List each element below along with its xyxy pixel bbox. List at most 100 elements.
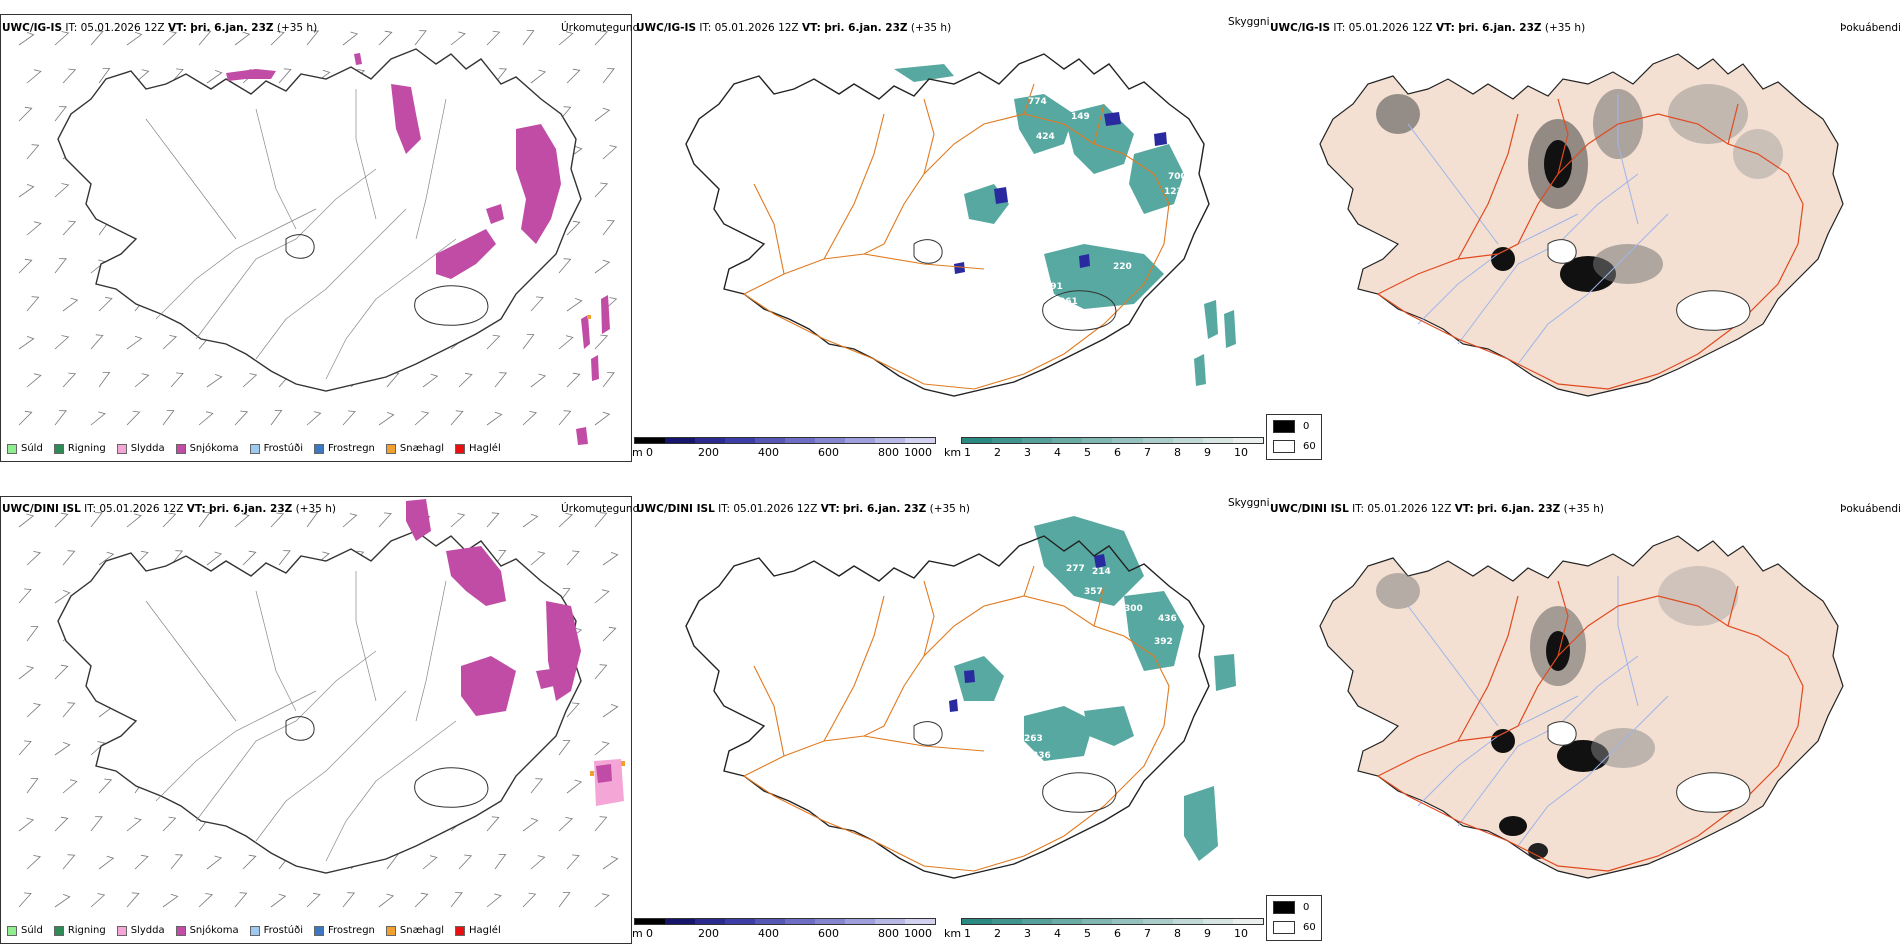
colorbar-segment <box>665 919 695 924</box>
wind-barb <box>566 854 580 870</box>
legend-item-snjokoma: Snjókoma <box>175 925 239 936</box>
colorbar-segment <box>725 438 755 443</box>
wind-barb <box>26 626 39 642</box>
colorbar-segment <box>875 438 905 443</box>
legend-swatch <box>249 443 260 454</box>
colorbar-segment <box>845 438 875 443</box>
wind-barb <box>98 372 111 388</box>
wind-barb <box>162 410 175 426</box>
it-value: 05.01.2026 12Z <box>80 22 165 34</box>
wind-barb <box>566 68 581 84</box>
run-header-1c: UWC/IG-IS IT: 05.01.2026 12Z VT: þri. 6.… <box>1270 22 1585 34</box>
wind-barb <box>242 854 257 870</box>
wind-barb <box>522 892 537 908</box>
vt-value: þri. 6.jan. 23Z <box>190 22 274 34</box>
vis-tick: 7 <box>1144 446 1151 459</box>
wind-barb <box>306 30 320 46</box>
wind-barb <box>62 68 77 84</box>
ceiling-value-label: 277 <box>1066 564 1085 574</box>
colorbar-segment <box>905 438 935 443</box>
ceiling-tick: 0 <box>646 446 653 459</box>
wind-barb <box>594 589 610 604</box>
fog-swatch <box>1273 420 1295 433</box>
vis-tick: 3 <box>1024 927 1031 940</box>
wind-barb <box>54 816 69 832</box>
wind-barb <box>162 893 179 908</box>
wind-barb <box>530 373 547 388</box>
wind-barb <box>450 513 466 528</box>
wind-barb <box>594 182 609 198</box>
ceiling-value-label: 123 <box>1164 187 1183 197</box>
lead-time: (+35 h) <box>929 503 970 515</box>
colorbar-segment <box>1142 438 1173 443</box>
it-value: 05.01.2026 12Z <box>733 503 818 515</box>
wind-barb <box>26 69 42 84</box>
wind-barb <box>18 184 35 198</box>
fog-dark-areas <box>1376 84 1783 292</box>
ceiling-unit: m <box>632 446 643 459</box>
it-value: 05.01.2026 12Z <box>1348 22 1433 34</box>
wind-barb <box>602 372 615 388</box>
visibility-map-2: 277 214 357 300 436 392 117 263 336 362 <box>685 516 1236 879</box>
lead-time: (+35 h) <box>295 503 336 515</box>
wind-barb <box>530 296 544 312</box>
lead-time: (+35 h) <box>910 22 952 34</box>
vt-value: þri. 6.jan. 23Z <box>1477 503 1561 515</box>
ceiling-colorbar-1: m 0 200 400 600 800 1000 <box>632 437 936 461</box>
wind-barb <box>566 220 581 236</box>
fog-scale-row: 0 <box>1273 420 1309 433</box>
ceiling-tick: 200 <box>698 927 719 940</box>
ceiling-tick: 1000 <box>904 446 932 459</box>
legend-item-frostudi: Frostúði <box>249 925 303 936</box>
colorbar-segment <box>695 919 725 924</box>
panel-title-fog: Þokuábendi <box>1840 503 1900 515</box>
wind-barb <box>594 741 610 756</box>
legend-item-rigning: Rigning <box>53 925 106 936</box>
colorbar-segment <box>875 919 905 924</box>
wind-barb <box>126 892 140 908</box>
wind-barb <box>558 410 572 426</box>
legend-swatch <box>116 925 127 936</box>
precip-type-panel-1: Súld Rigning Slydda Snjókoma Frostúði Fr… <box>0 14 632 462</box>
wind-barb <box>486 30 501 46</box>
legend-swatch <box>455 925 466 936</box>
wind-barb <box>198 893 214 908</box>
wind-barb <box>602 220 615 236</box>
panel-title-visibility: Skyggni <box>1228 16 1270 28</box>
legend-label: Snæhagl <box>399 925 445 936</box>
legend-swatch <box>7 925 17 936</box>
wind-barb <box>90 741 106 756</box>
vt-label: VT: <box>1454 503 1474 515</box>
wind-barb <box>378 30 393 46</box>
model-name: UWC/DINI ISL <box>2 503 81 515</box>
fog-swatch <box>1273 901 1295 914</box>
wind-barb <box>522 334 535 350</box>
lead-time: (+35 h) <box>276 22 318 34</box>
fog-scale-box-2: 0 60 <box>1266 895 1322 941</box>
wind-barb <box>558 31 574 46</box>
wind-barb <box>530 551 546 566</box>
panel-title-precip: Úrkomutegund <box>561 22 640 34</box>
colorbar-segment <box>1052 919 1083 924</box>
legend-item-snjokoma: Snjókoma <box>175 443 239 454</box>
glacier <box>1676 772 1751 813</box>
ceiling-labels: 774 149 424 50 150 700 123 191 261 220 <box>994 97 1187 307</box>
wind-barb <box>494 550 507 566</box>
wind-barb <box>62 297 79 312</box>
wind-barb <box>522 30 535 46</box>
wind-barb <box>18 258 33 274</box>
wind-barb <box>558 513 574 528</box>
wind-barb <box>422 373 439 388</box>
ceiling-value-label: 424 <box>1036 132 1055 142</box>
wind-barb <box>18 336 35 350</box>
ceiling-tick: 800 <box>878 927 899 940</box>
colorbar-segment <box>1112 919 1143 924</box>
wind-barb <box>486 816 500 832</box>
vis-unit: km <box>944 446 962 459</box>
ceiling-value-label: 149 <box>1071 112 1090 122</box>
colorbar-segment <box>1202 919 1233 924</box>
wind-barb <box>342 892 356 908</box>
wind-barb <box>98 551 115 566</box>
colorbar-segment <box>1022 919 1053 924</box>
low-ceiling-areas <box>949 554 1106 712</box>
